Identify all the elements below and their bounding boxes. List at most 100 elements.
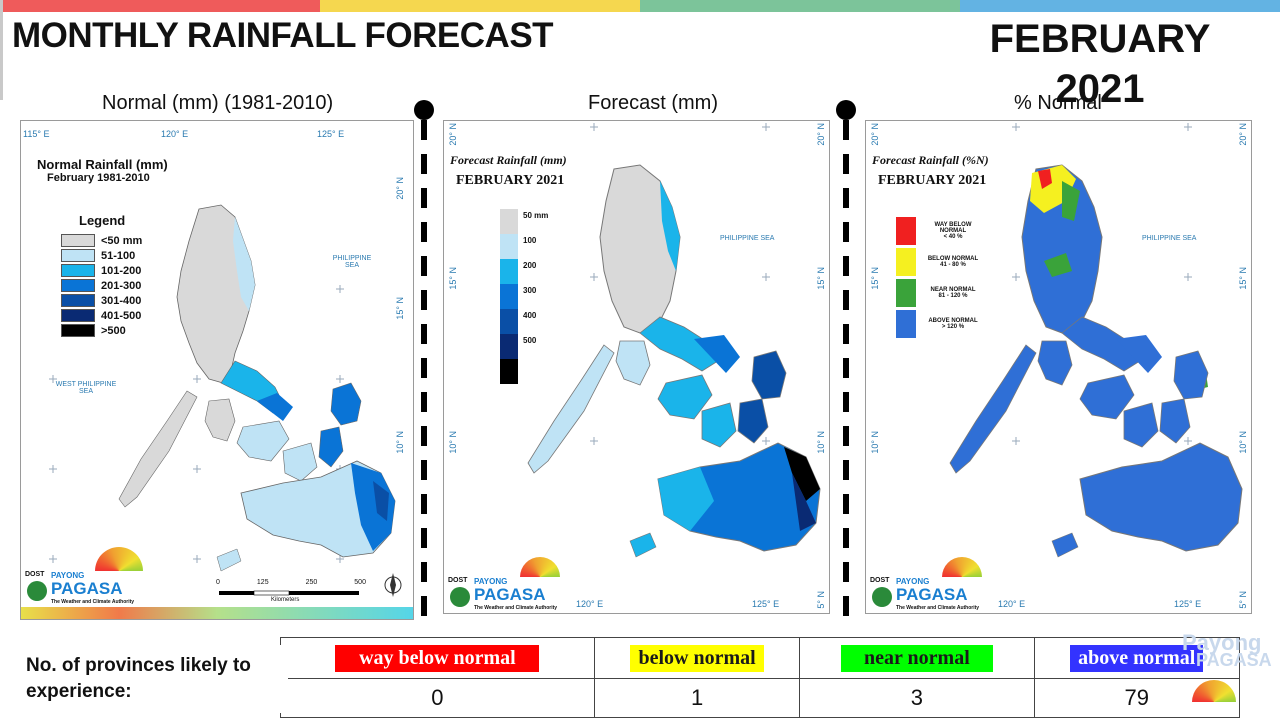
umbrella-icon bbox=[520, 557, 560, 577]
caption-percent-normal: % Normal bbox=[1014, 92, 1102, 114]
watermark-pagasa: PAGASA bbox=[1196, 650, 1272, 670]
legend-sublabel: 81 - 120 % bbox=[938, 292, 968, 299]
legend-item: 301-400 bbox=[61, 293, 142, 308]
category-chip-near: near normal bbox=[840, 644, 993, 672]
top-color-bar bbox=[0, 0, 1280, 12]
scale-label: 125 bbox=[256, 579, 269, 586]
forecast-map-title: Forecast Rainfall (mm) bbox=[450, 153, 567, 167]
legend-label: 100 bbox=[523, 236, 537, 245]
logo-pagasa: PAGASA bbox=[896, 585, 968, 604]
logo-payong: PAYONG bbox=[474, 577, 508, 586]
legend-item: 200 bbox=[500, 259, 548, 284]
map-panel-forecast: Forecast Rainfall (mm) FEBRUARY 2021 50 … bbox=[443, 120, 830, 614]
normal-legend: <50 mm 51-100 101-200 201-300 301-400 401-500… bbox=[61, 233, 142, 338]
category-cell: way below normal bbox=[280, 637, 595, 679]
legend-swatch bbox=[500, 209, 518, 234]
forecast-rainfall-map bbox=[527, 123, 821, 558]
legend-item: ABOVE NORMAL > 120 % bbox=[896, 308, 984, 339]
count-row: 0 1 3 79 bbox=[280, 678, 1241, 718]
lat-label: 15° N bbox=[448, 267, 458, 290]
normal-legend-title: Legend bbox=[79, 213, 126, 228]
logo-tagline: The Weather and Climate Authority bbox=[896, 605, 980, 611]
caption-forecast: Forecast (mm) bbox=[588, 92, 718, 114]
legend-item: 51-100 bbox=[61, 248, 142, 263]
category-cell: above normal bbox=[1033, 637, 1241, 679]
panel-divider-2 bbox=[836, 100, 856, 630]
legend-swatch bbox=[61, 294, 95, 307]
legend-swatch bbox=[896, 309, 916, 338]
legend-text: BELOW NORMAL 41 - 80 % bbox=[922, 256, 984, 268]
count-way-below: 0 bbox=[280, 678, 595, 718]
legend-label: 301-400 bbox=[101, 294, 142, 307]
map-panel-normal: Normal Rainfall (mm) February 1981-2010 … bbox=[20, 120, 414, 620]
legend-swatch bbox=[896, 247, 916, 276]
legend-item bbox=[500, 359, 548, 384]
legend-swatch bbox=[61, 234, 95, 247]
legend-text: ABOVE NORMAL > 120 % bbox=[922, 318, 984, 330]
legend-swatch bbox=[896, 278, 916, 307]
logo-pagasa: PAGASA bbox=[474, 585, 546, 604]
lon-label: 115° E bbox=[23, 129, 50, 139]
legend-label: 401-500 bbox=[101, 309, 142, 322]
legend-swatch bbox=[500, 334, 518, 359]
lat-label: 20° N bbox=[870, 123, 880, 146]
province-count-table: way below normal below normal near norma… bbox=[280, 637, 1241, 718]
panel-divider-1 bbox=[414, 100, 434, 630]
lat-label: 10° N bbox=[1238, 431, 1248, 454]
legend-label: WAY BELOW NORMAL bbox=[934, 221, 972, 234]
divider-dot bbox=[836, 100, 856, 120]
sea-label: PHILIPPINE SEA bbox=[1142, 235, 1197, 242]
scale-unit: Kilometers bbox=[271, 597, 300, 603]
lat-label: 10° N bbox=[395, 431, 405, 454]
legend-swatch bbox=[61, 324, 95, 337]
percent-map-subtitle: FEBRUARY 2021 bbox=[878, 173, 987, 188]
umbrella-icon bbox=[1192, 680, 1236, 702]
legend-swatch bbox=[896, 216, 916, 245]
pagasa-seal-icon bbox=[450, 587, 470, 607]
map-panel-percent-normal: Forecast Rainfall (%N) FEBRUARY 2021 WAY… bbox=[865, 120, 1252, 614]
legend-swatch bbox=[500, 259, 518, 284]
legend-swatch bbox=[61, 264, 95, 277]
scale-label: 500 bbox=[354, 579, 366, 586]
lon-label: 125° E bbox=[1174, 599, 1202, 609]
logo-payong: PAYONG bbox=[896, 577, 930, 586]
normal-map-subtitle: February 1981-2010 bbox=[47, 172, 150, 184]
legend-item: 300 bbox=[500, 284, 548, 309]
lat-label: 5° N bbox=[1238, 591, 1248, 609]
lat-label: 5° N bbox=[816, 591, 826, 609]
lat-label: 20° N bbox=[1238, 123, 1248, 146]
watermark-payong: Payong bbox=[1182, 630, 1262, 655]
legend-swatch bbox=[500, 234, 518, 259]
scale-labels: 0 125 250 500 bbox=[216, 579, 366, 586]
forecast-legend: 50 mm 100 200 300 400 500 bbox=[500, 209, 548, 384]
legend-item: 101-200 bbox=[61, 263, 142, 278]
lon-label: 120° E bbox=[576, 599, 604, 609]
divider-dash bbox=[843, 120, 849, 630]
legend-sublabel: < 40 % bbox=[943, 233, 963, 240]
pagasa-seal-icon bbox=[872, 587, 892, 607]
category-cell: near normal bbox=[799, 637, 1035, 679]
legend-item: 201-300 bbox=[61, 278, 142, 293]
lat-label: 10° N bbox=[816, 431, 826, 454]
lat-label: 20° N bbox=[395, 177, 405, 200]
forecast-period: FEBRUARY 2021 bbox=[960, 14, 1240, 114]
legend-item: 400 bbox=[500, 309, 548, 334]
legend-swatch bbox=[61, 309, 95, 322]
pagasa-seal-icon bbox=[27, 581, 47, 601]
legend-swatch bbox=[500, 284, 518, 309]
lat-label: 20° N bbox=[816, 123, 826, 146]
legend-label: 50 mm bbox=[523, 211, 549, 220]
umbrella-icon bbox=[942, 557, 982, 577]
divider-dot bbox=[414, 100, 434, 120]
percent-map-title: Forecast Rainfall (%N) bbox=[872, 153, 989, 167]
lat-label: 15° N bbox=[870, 267, 880, 290]
logo-dost: DOST bbox=[870, 577, 890, 584]
lon-label: 125° E bbox=[752, 599, 780, 609]
logo-tagline: The Weather and Climate Authority bbox=[474, 605, 558, 611]
legend-item: 500 bbox=[500, 334, 548, 359]
legend-sublabel: > 120 % bbox=[941, 323, 965, 330]
legend-swatch bbox=[61, 279, 95, 292]
legend-text: WAY BELOW NORMAL < 40 % bbox=[922, 222, 984, 240]
category-chip-above: above normal bbox=[1070, 644, 1204, 672]
forecast-map-subtitle: FEBRUARY 2021 bbox=[456, 173, 565, 188]
